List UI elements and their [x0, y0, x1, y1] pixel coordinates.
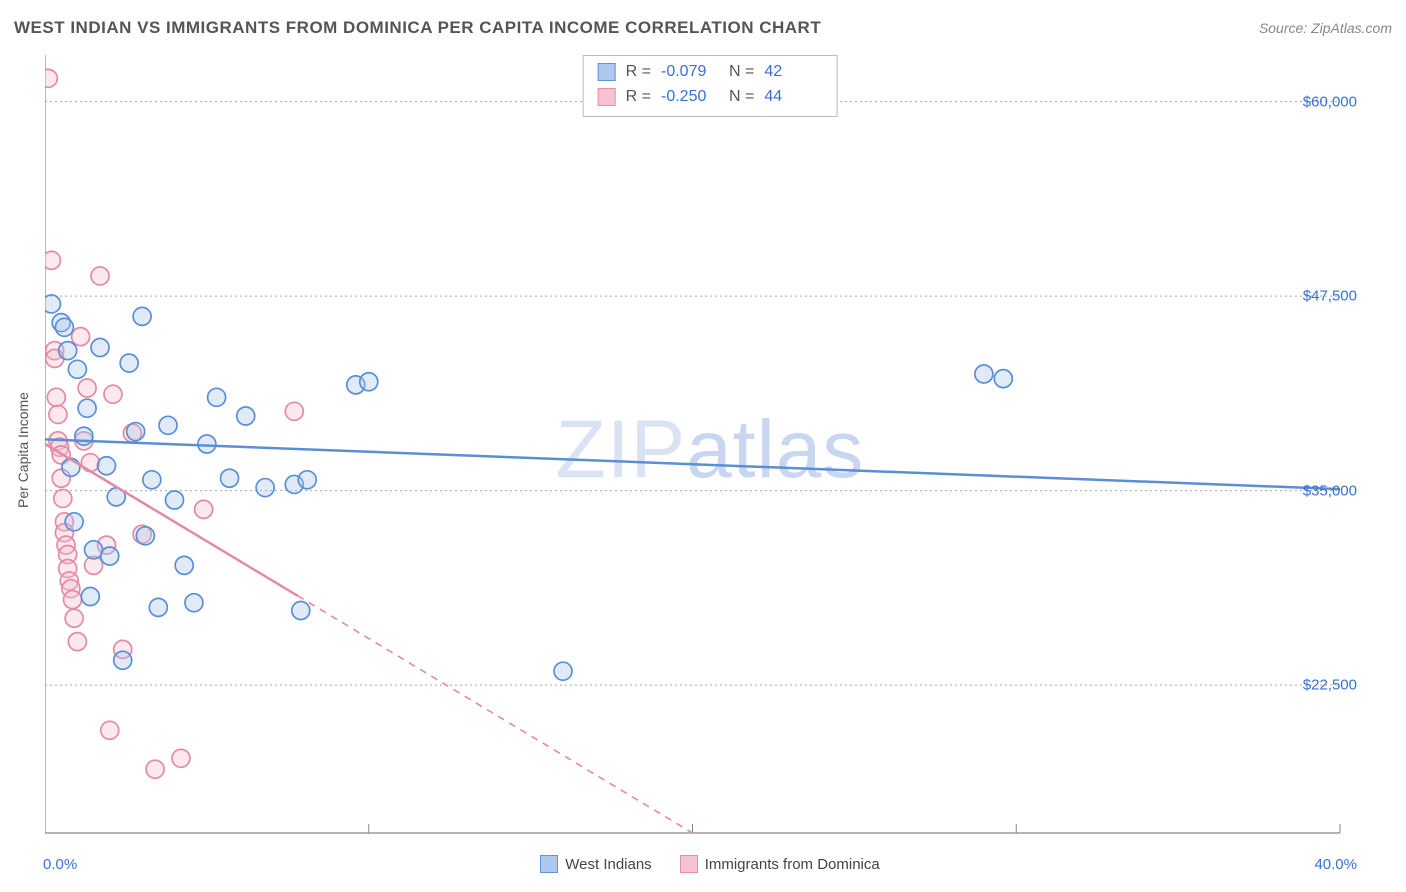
stats-r-label-0: R =: [626, 60, 651, 85]
legend-label-1: Immigrants from Dominica: [705, 856, 880, 873]
stats-n-label-1: N =: [729, 85, 754, 110]
legend-swatch-1: [680, 855, 698, 873]
y-tick-label: $60,000: [1303, 93, 1357, 110]
stats-r-value-0: -0.079: [661, 60, 719, 85]
bottom-legend: West Indians Immigrants from Dominica: [45, 855, 1375, 873]
source-label: Source: ZipAtlas.com: [1259, 20, 1392, 36]
stats-n-value-1: 44: [764, 85, 822, 110]
stats-n-label-0: N =: [729, 60, 754, 85]
y-tick-label: $22,500: [1303, 677, 1357, 694]
legend-item-1: Immigrants from Dominica: [680, 855, 880, 873]
plot-area: Per Capita Income ZIPatlas R = -0.079 N …: [45, 55, 1375, 845]
y-tick-label: $35,000: [1303, 482, 1357, 499]
legend-swatch-0: [540, 855, 558, 873]
stats-swatch-0: [598, 63, 616, 81]
legend-item-0: West Indians: [540, 855, 651, 873]
legend-label-0: West Indians: [565, 856, 651, 873]
stats-row-1: R = -0.250 N = 44: [598, 85, 823, 110]
stats-r-value-1: -0.250: [661, 85, 719, 110]
y-axis-label: Per Capita Income: [15, 392, 31, 508]
chart-title: WEST INDIAN VS IMMIGRANTS FROM DOMINICA …: [14, 18, 821, 38]
stats-n-value-0: 42: [764, 60, 822, 85]
title-bar: WEST INDIAN VS IMMIGRANTS FROM DOMINICA …: [14, 18, 1392, 38]
stats-r-label-1: R =: [626, 85, 651, 110]
stats-legend-box: R = -0.079 N = 42 R = -0.250 N = 44: [583, 55, 838, 117]
chart-svg: [45, 55, 1375, 845]
stats-row-0: R = -0.079 N = 42: [598, 60, 823, 85]
stats-swatch-1: [598, 88, 616, 106]
y-tick-label: $47,500: [1303, 288, 1357, 305]
